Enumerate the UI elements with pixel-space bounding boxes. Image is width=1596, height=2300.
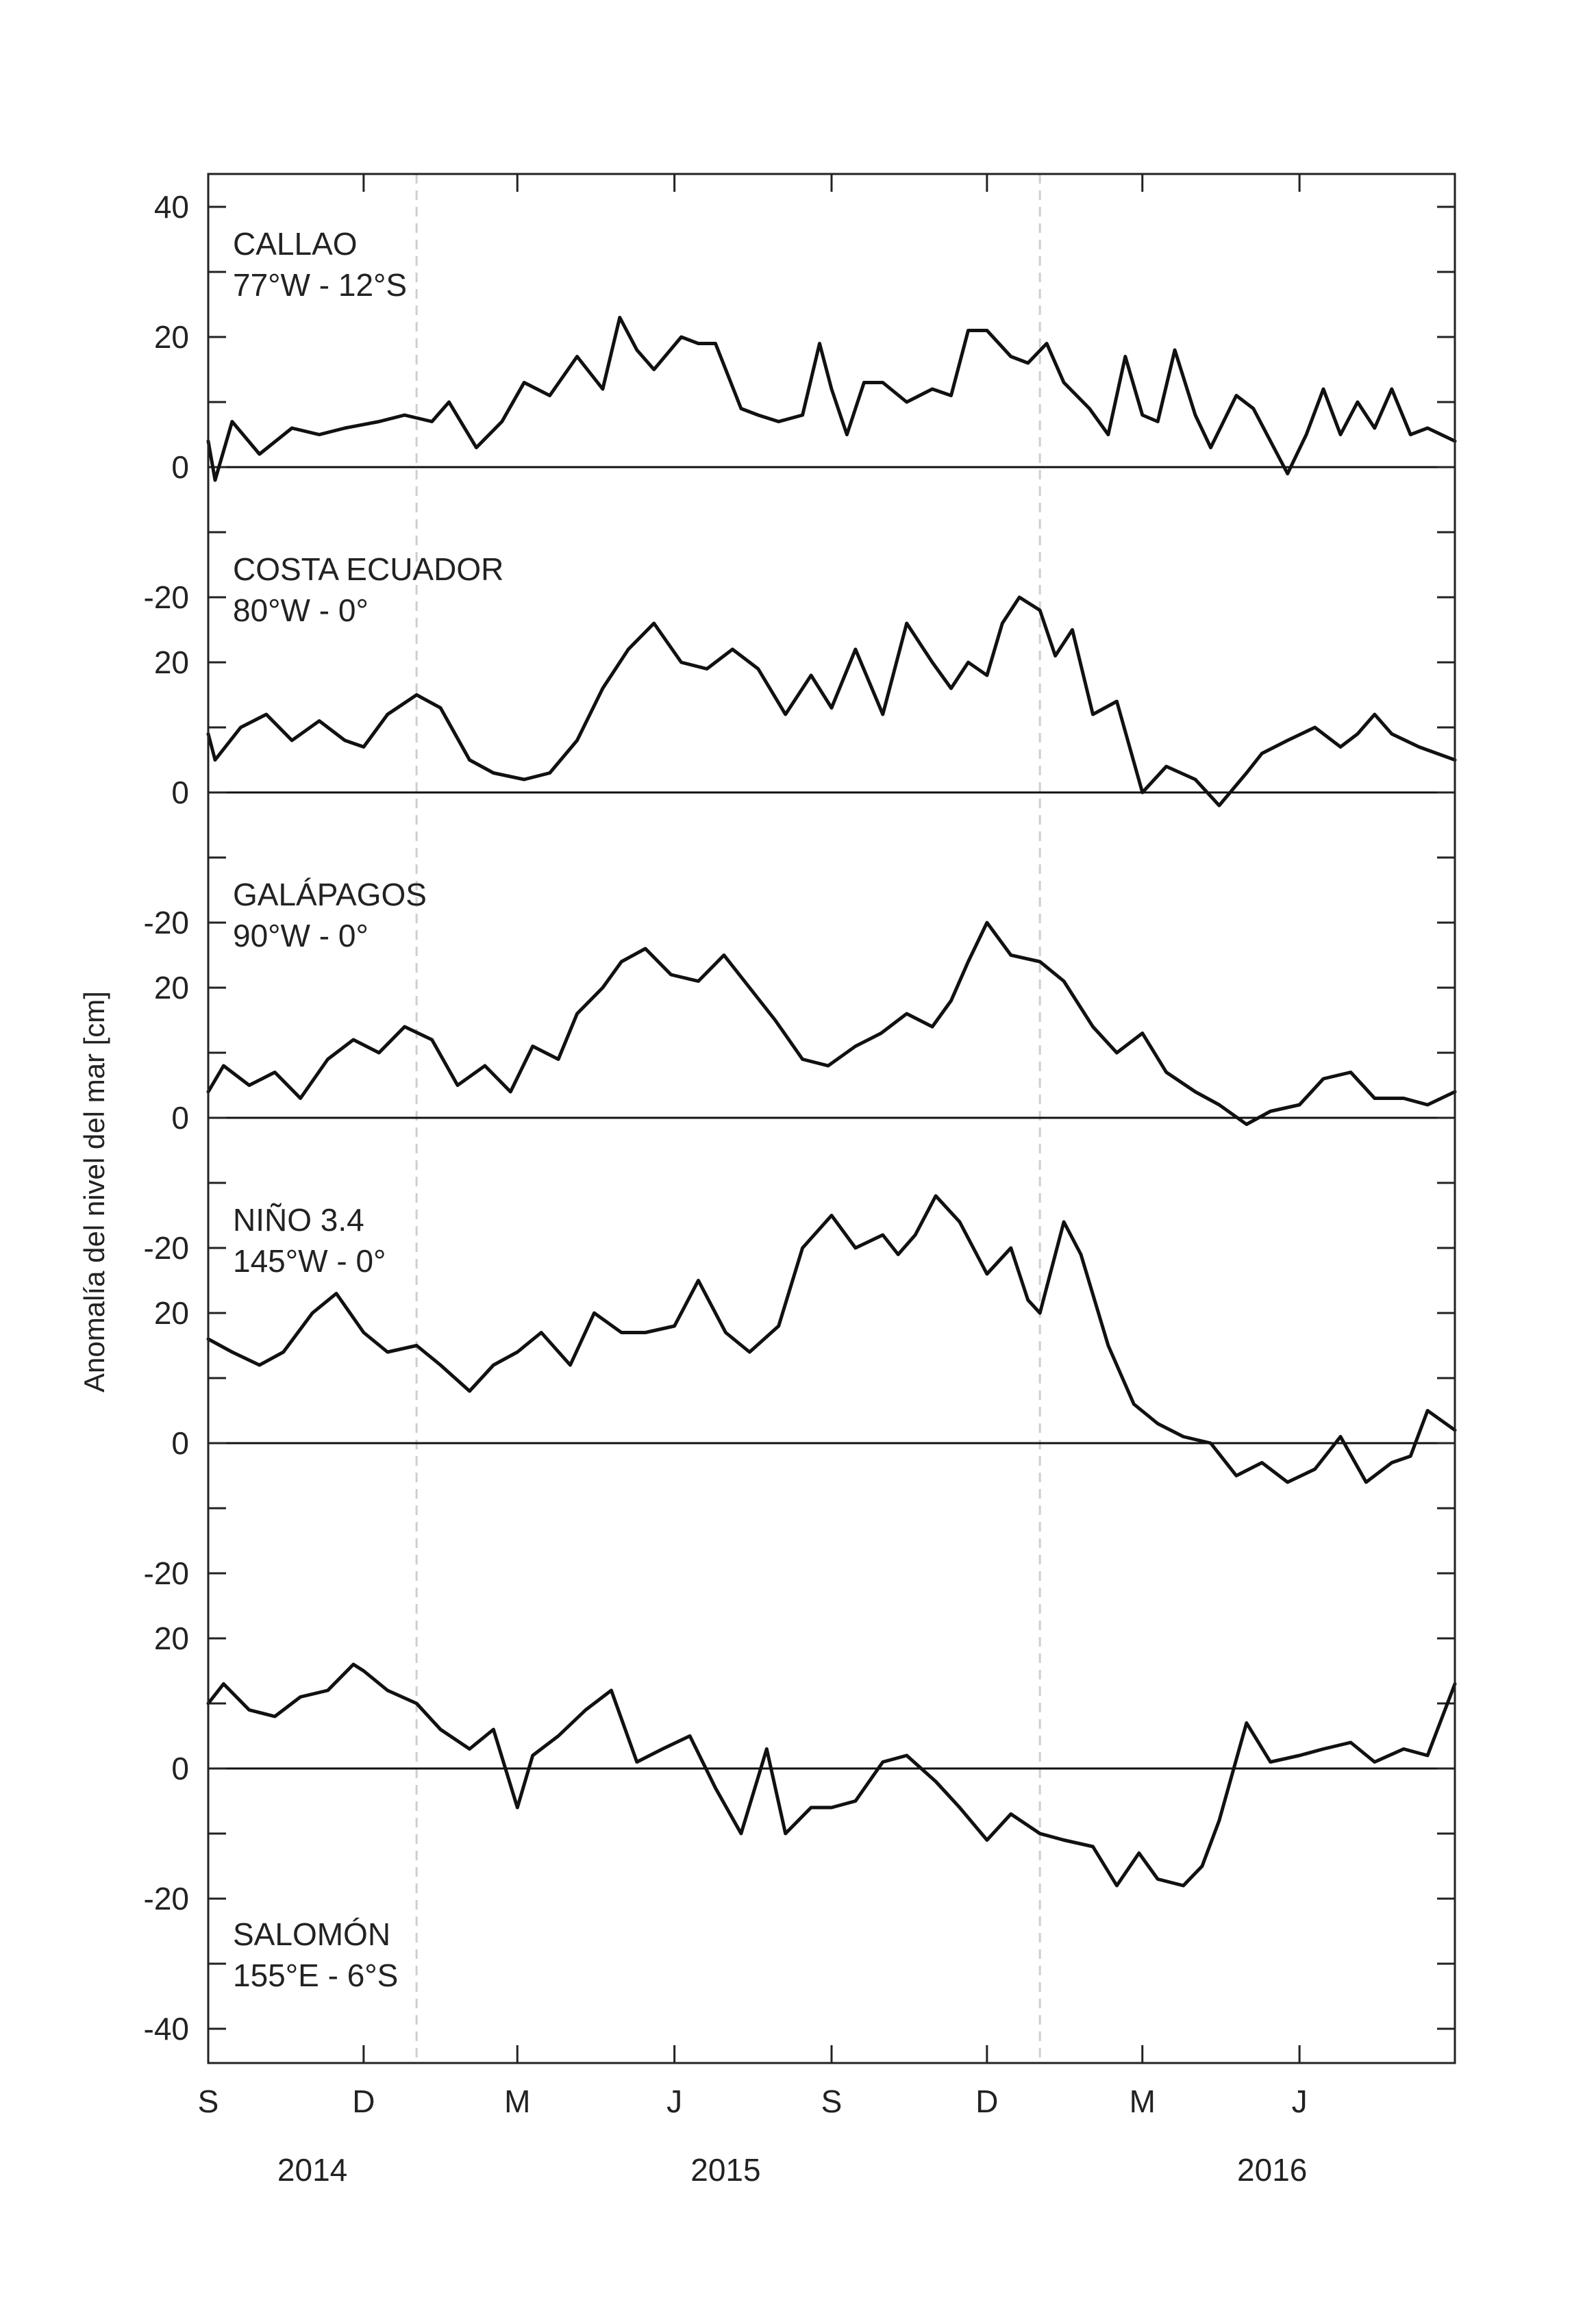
station-name-4: SALOMÓN [233, 1916, 390, 1952]
x-tick-label-2: M [504, 2084, 530, 2119]
y-tick-label-4-zero: 0 [171, 1751, 189, 1786]
station-coords-4: 155°E - 6°S [233, 1958, 398, 1993]
series-line-3 [206, 1194, 1457, 1484]
station-name-2: GALÁPAGOS [233, 877, 427, 912]
x-tick-label-5: D [975, 2084, 998, 2119]
year-label-0: 2014 [277, 2152, 347, 2188]
y-tick-label-2-zero: 0 [171, 1100, 189, 1136]
station-name-1: COSTA ECUADOR [233, 551, 503, 587]
x-tick-label-3: J [666, 2084, 682, 2119]
y-tick-label-1-pos20: 20 [154, 645, 189, 680]
x-tick-label-1: D [352, 2084, 375, 2119]
y-tick-label-3-zero: 0 [171, 1425, 189, 1461]
year-label-1: 2015 [690, 2152, 760, 2188]
y-tick-label-0-zero: 0 [171, 449, 189, 485]
x-tick-label-4: S [821, 2084, 843, 2119]
station-name-0: CALLAO [233, 226, 358, 262]
y-tick-label-0-neg20: -20 [144, 579, 189, 615]
x-tick-label-0: S [198, 2084, 219, 2119]
y-tick-label-3-pos20: 20 [154, 1295, 189, 1331]
station-coords-0: 77°W - 12°S [233, 267, 407, 303]
series-line-4 [206, 1662, 1457, 1888]
plot-area: 40 20 0 -20 20 0 -20 20 0 -20 20 0 -20 20 0 -20 -40 S D M J S… [144, 173, 1457, 2188]
y-tick-label-3-neg20: -20 [144, 1555, 189, 1591]
y-tick-label-4-neg20: -20 [144, 1881, 189, 1916]
station-name-3: NIÑO 3.4 [233, 1202, 364, 1238]
y-tick-label-2-pos20: 20 [154, 970, 189, 1005]
y-tick-label-1-zero: 0 [171, 775, 189, 810]
station-coords-1: 80°W - 0° [233, 592, 369, 628]
station-coords-2: 90°W - 0° [233, 918, 369, 953]
x-tick-label-7: J [1292, 2084, 1308, 2119]
station-coords-3: 145°W - 0° [233, 1243, 386, 1279]
year-label-2: 2016 [1237, 2152, 1307, 2188]
y-tick-label-2-neg20: -20 [144, 1230, 189, 1266]
series-line-1 [206, 595, 1457, 808]
y-tick-label-bottom-40: -40 [144, 2011, 189, 2047]
y-tick-label-0-pos20: 20 [154, 319, 189, 355]
series-line-2 [206, 921, 1457, 1126]
y-axis-title: Anomalía del nivel del mar [cm] [78, 991, 110, 1392]
series-line-0 [206, 316, 1457, 482]
y-tick-label-4-pos20: 20 [154, 1621, 189, 1656]
y-tick-label-top-40: 40 [154, 189, 189, 225]
plot-frame [207, 173, 1456, 2064]
x-tick-label-6: M [1130, 2084, 1156, 2119]
y-tick-label-1-neg20: -20 [144, 905, 189, 940]
